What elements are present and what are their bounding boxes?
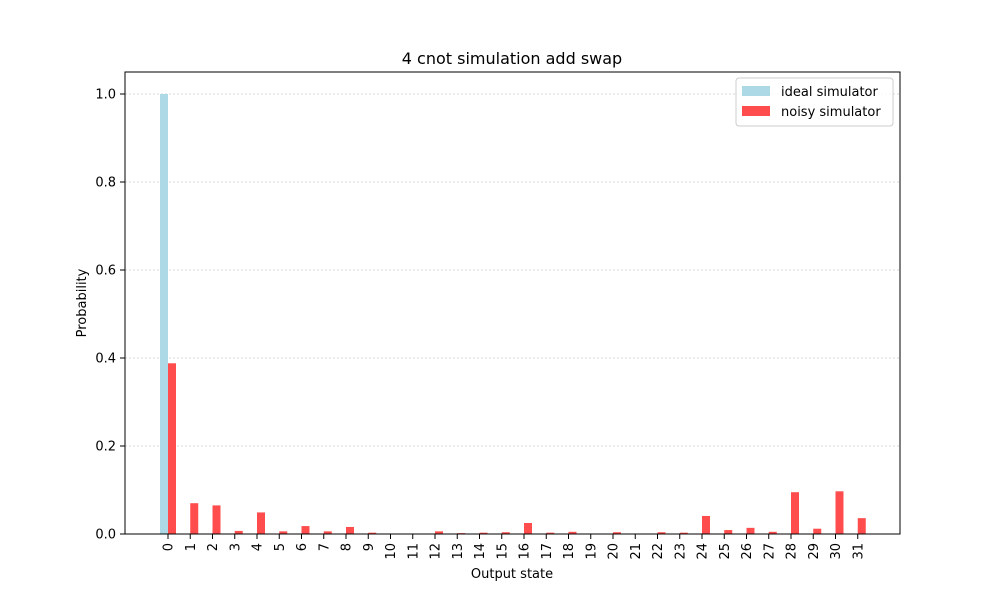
y-tick-label: 0.0: [95, 528, 116, 543]
x-tick-label: 16: [518, 543, 533, 560]
y-tick-label: 0.8: [95, 176, 116, 191]
noisy-bar-30: [836, 491, 844, 534]
legend-swatch-noisy: [742, 106, 770, 116]
x-tick-label: 0: [162, 543, 177, 551]
x-axis-label: Output state: [471, 567, 553, 582]
noisy-bar-25: [724, 530, 732, 534]
x-tick-label: 2: [206, 543, 221, 551]
x-tick-label: 30: [829, 543, 844, 560]
x-tick-label: 3: [228, 543, 243, 551]
x-tick-label: 7: [317, 543, 332, 551]
chart-title: 4 cnot simulation add swap: [402, 49, 622, 68]
noisy-bar-16: [524, 523, 532, 534]
x-tick-label: 14: [473, 543, 488, 560]
y-tick-label: 0.2: [95, 440, 116, 455]
x-tick-label: 4: [251, 543, 266, 551]
noisy-bar-1: [190, 503, 198, 534]
x-tick-label: 1: [184, 543, 199, 551]
x-tick-label: 25: [718, 543, 733, 560]
x-tick-label: 5: [273, 543, 288, 551]
legend-label-ideal: ideal simulator: [781, 85, 878, 100]
x-tick-label: 19: [584, 543, 599, 560]
y-tick-label: 0.4: [95, 352, 116, 367]
bars: [160, 94, 866, 534]
x-tick-label: 10: [384, 543, 399, 560]
noisy-bar-28: [791, 492, 799, 534]
x-tick-label: 28: [785, 543, 800, 560]
noisy-bar-0: [168, 363, 176, 534]
noisy-bar-6: [302, 526, 310, 534]
legend: ideal simulator noisy simulator: [736, 78, 893, 126]
noisy-bar-4: [257, 512, 265, 534]
x-tick-label: 27: [762, 543, 777, 560]
x-tick-label: 18: [562, 543, 577, 560]
grid-lines: [125, 94, 900, 534]
x-tick-label: 17: [540, 543, 555, 560]
x-tick-label: 9: [362, 543, 377, 551]
x-tick-label: 13: [451, 543, 466, 560]
x-tick-label: 29: [807, 543, 822, 560]
x-tick-label: 6: [295, 543, 310, 551]
legend-swatch-ideal: [742, 86, 770, 96]
y-tick-label: 0.6: [95, 264, 116, 279]
noisy-bar-29: [813, 529, 821, 534]
y-tick-label: 1.0: [95, 88, 116, 103]
noisy-bar-26: [747, 528, 755, 534]
x-tick-label: 26: [740, 543, 755, 560]
ideal-bar-0: [160, 94, 168, 534]
x-tick-label: 11: [406, 543, 421, 560]
x-tick-label: 21: [629, 543, 644, 560]
x-tick-label: 24: [696, 543, 711, 560]
x-tick-label: 8: [340, 543, 355, 551]
noisy-bar-24: [702, 516, 710, 534]
noisy-bar-31: [858, 518, 866, 534]
x-tick-label: 12: [429, 543, 444, 560]
x-tick-label: 22: [651, 543, 666, 560]
legend-label-noisy: noisy simulator: [781, 105, 881, 120]
x-tick-label: 15: [495, 543, 510, 560]
y-axis: 0.0 0.2 0.4 0.6 0.8 1.0: [95, 88, 125, 543]
x-tick-label: 23: [673, 543, 688, 560]
noisy-bar-2: [213, 505, 221, 534]
x-tick-label: 20: [607, 543, 622, 560]
plot-frame: [125, 72, 900, 534]
y-axis-label: Probability: [75, 268, 90, 337]
noisy-bar-8: [346, 527, 354, 534]
x-tick-label: 31: [851, 543, 866, 560]
